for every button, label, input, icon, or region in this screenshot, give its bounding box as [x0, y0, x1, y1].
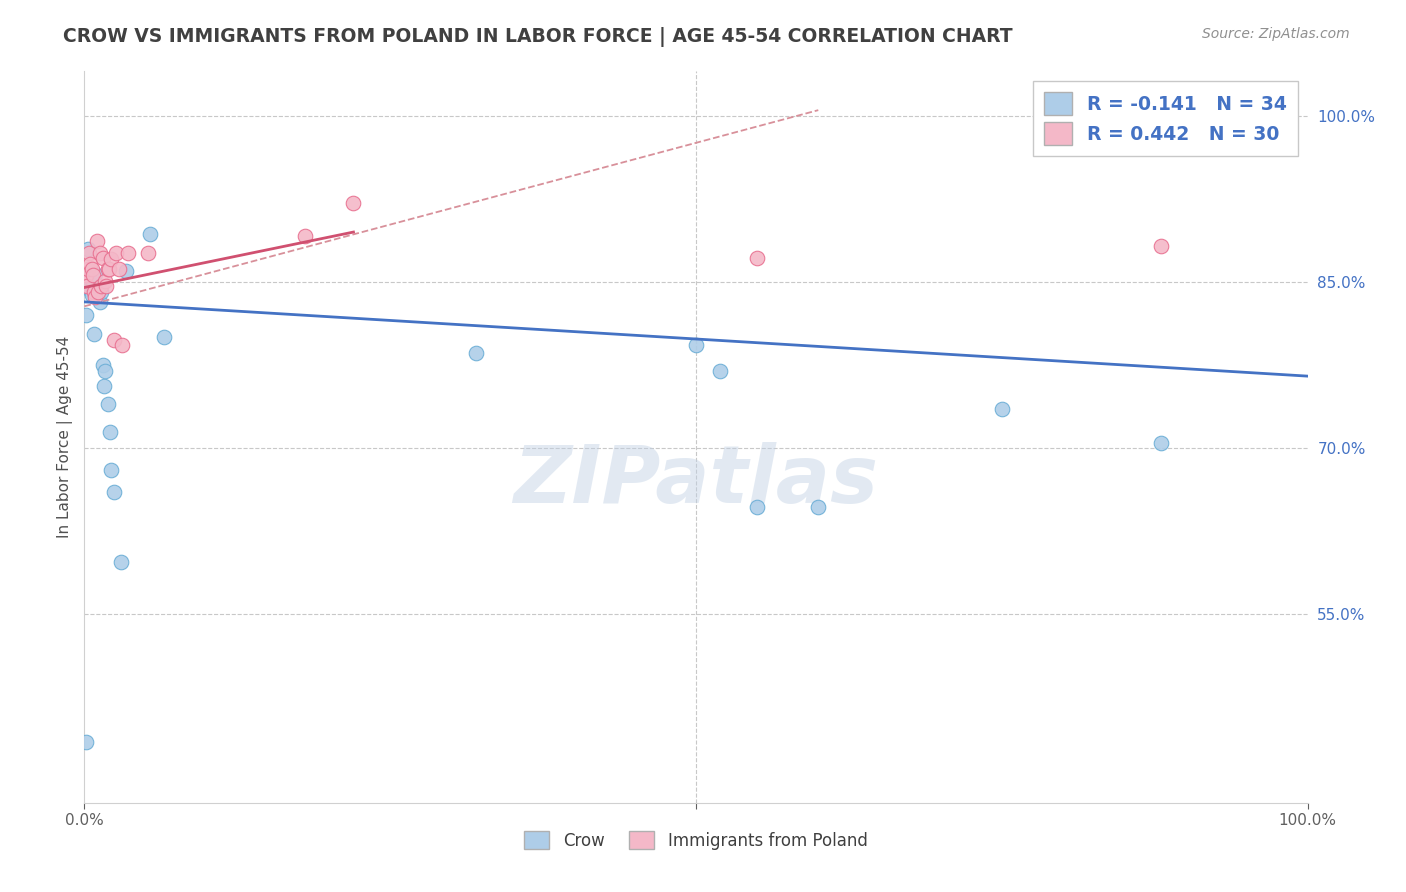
Text: Source: ZipAtlas.com: Source: ZipAtlas.com — [1202, 27, 1350, 41]
Point — [84, 290, 107, 304]
Point — [807, 500, 830, 514]
Point — [75, 308, 97, 322]
Point — [80, 288, 103, 302]
Point — [97, 397, 120, 411]
Point — [105, 246, 128, 260]
Point — [103, 485, 125, 500]
Point — [103, 333, 125, 347]
Point — [91, 251, 114, 265]
Point — [79, 257, 101, 271]
Point — [77, 261, 100, 276]
Point — [76, 279, 98, 293]
Point — [136, 246, 159, 260]
Point — [115, 264, 138, 278]
Point — [1150, 239, 1173, 253]
Point — [107, 261, 129, 276]
Text: ZIPatlas: ZIPatlas — [513, 442, 879, 520]
Point — [97, 261, 120, 276]
Point — [991, 402, 1014, 417]
Point — [685, 338, 707, 352]
Point — [75, 269, 97, 284]
Point — [1150, 435, 1173, 450]
Point — [86, 285, 108, 300]
Y-axis label: In Labor Force | Age 45-54: In Labor Force | Age 45-54 — [58, 336, 73, 538]
Point — [139, 227, 162, 242]
Point — [83, 285, 105, 299]
Point — [86, 234, 108, 248]
Point — [83, 326, 105, 341]
Point — [100, 252, 122, 266]
Point — [747, 251, 769, 265]
Point — [153, 330, 176, 344]
Point — [89, 294, 111, 309]
Text: CROW VS IMMIGRANTS FROM POLAND IN LABOR FORCE | AGE 45-54 CORRELATION CHART: CROW VS IMMIGRANTS FROM POLAND IN LABOR … — [63, 27, 1012, 46]
Point — [464, 346, 486, 360]
Point — [117, 246, 139, 260]
Point — [90, 279, 112, 293]
Point — [77, 264, 100, 278]
Point — [84, 267, 107, 281]
Point — [91, 358, 114, 372]
Point — [75, 268, 97, 283]
Point — [77, 242, 100, 256]
Point — [87, 285, 110, 299]
Point — [75, 268, 97, 283]
Point — [100, 463, 122, 477]
Point — [89, 246, 111, 260]
Point — [111, 338, 134, 352]
Point — [342, 196, 364, 211]
Point — [98, 425, 121, 439]
Legend: Crow, Immigrants from Poland: Crow, Immigrants from Poland — [517, 824, 875, 856]
Point — [294, 229, 316, 244]
Point — [94, 274, 117, 288]
Point — [709, 363, 731, 377]
Point — [747, 500, 769, 514]
Point — [97, 261, 120, 276]
Point — [82, 268, 104, 283]
Point — [75, 735, 97, 749]
Point — [77, 246, 100, 260]
Point — [1272, 109, 1295, 123]
Point — [79, 283, 101, 297]
Point — [96, 279, 118, 293]
Point — [93, 379, 115, 393]
Point — [110, 555, 132, 569]
Point — [87, 285, 110, 299]
Point — [80, 261, 103, 276]
Point — [94, 363, 117, 377]
Point — [77, 280, 100, 294]
Point — [82, 278, 104, 293]
Point — [90, 285, 112, 299]
